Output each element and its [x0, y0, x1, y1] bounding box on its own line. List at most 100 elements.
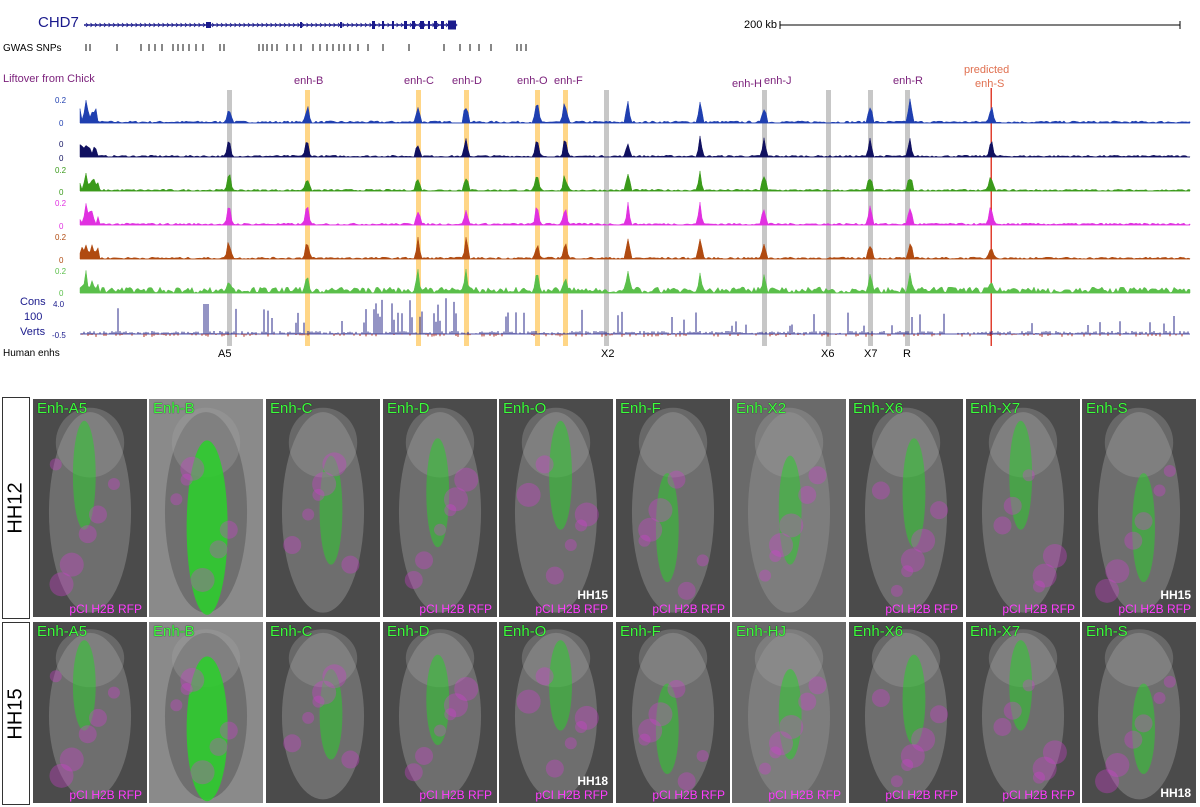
gene-arrow	[229, 22, 233, 28]
embryo-image	[514, 407, 599, 613]
rfp-label: pCI H2B RFP	[69, 788, 142, 802]
rfp-signal	[404, 763, 423, 782]
signal-track	[79, 98, 1191, 124]
rfp-signal	[49, 572, 74, 597]
human-enhs-label: Human enhs	[3, 348, 60, 359]
embryo-panel: Enh-F pCI H2B RFP	[616, 399, 730, 617]
rfp-signal	[49, 763, 74, 788]
rfp-signal	[180, 667, 205, 692]
embryo-panel: Enh-O pCI H2B RFP HH15	[499, 399, 613, 617]
gene-arrow	[342, 22, 346, 28]
rfp-signal	[564, 737, 577, 750]
track-scale-top-4: 0.2	[55, 199, 67, 208]
rfp-signal	[1003, 701, 1022, 720]
gfp-signal	[655, 473, 679, 583]
panel-label: Enh-D	[387, 623, 430, 640]
rfp-signal	[1153, 484, 1166, 497]
gfp-signal	[549, 420, 572, 530]
panel-label: Enh-O	[503, 400, 547, 417]
rfp-signal	[1134, 512, 1153, 531]
row-label-hh15: HH15	[2, 622, 30, 805]
gene-arrow	[157, 22, 161, 28]
grey-highlight-band	[604, 90, 609, 346]
enh-label-o: enh-O	[517, 75, 548, 87]
enh-label-h: enh-H	[732, 78, 762, 90]
rfp-signal	[677, 772, 696, 791]
rfp-signal	[1032, 756, 1057, 781]
embryo-panel: Enh-A5 pCI H2B RFP	[33, 399, 147, 617]
gene-exon	[412, 21, 415, 29]
rfp-signal	[930, 501, 949, 520]
gene-arrow	[166, 22, 170, 28]
track-scale-top-2: 0	[59, 140, 64, 149]
gene-arrow	[414, 22, 418, 28]
rfp-signal	[1105, 752, 1130, 777]
rfp-signal	[454, 676, 479, 701]
rfp-signal	[283, 536, 302, 555]
rfp-signal	[180, 682, 193, 695]
gwas-label: GWAS SNPs	[3, 43, 62, 54]
embryo-panel: Enh-F pCI H2B RFP	[616, 622, 730, 803]
rfp-signal	[434, 724, 446, 737]
gene-arrow	[261, 22, 265, 28]
gene-arrow	[387, 22, 391, 28]
embryo-head	[1104, 629, 1174, 688]
embryo-image	[864, 629, 949, 800]
rfp-signal	[1163, 464, 1176, 477]
panel-label: Enh-A5	[37, 400, 88, 417]
gene-arrow	[364, 22, 368, 28]
rfp-signal	[638, 534, 651, 547]
rfp-signal	[779, 513, 804, 538]
rfp-signal	[516, 482, 541, 507]
rfp-signal	[545, 566, 564, 585]
embryo-head	[288, 629, 358, 688]
track-scale-bottom-5: 0	[59, 256, 64, 265]
embryo-panel: Enh-X7 pCI H2B RFP	[966, 399, 1080, 617]
rfp-signal	[454, 467, 479, 492]
gene-arrow	[252, 22, 256, 28]
signal-track	[79, 170, 1191, 192]
rfp-signal	[88, 505, 107, 524]
rfp-label: pCI H2B RFP	[535, 602, 608, 616]
rfp-signal	[516, 689, 541, 714]
track-scale-bottom-4: 0	[59, 222, 64, 231]
gene-arrow	[193, 22, 197, 28]
human-enh-x6: X6	[821, 348, 835, 360]
embryo-image	[1095, 629, 1181, 800]
rfp-signal	[88, 708, 107, 727]
rfp-signal	[779, 714, 804, 739]
embryo-panel: Enh-A5 pCI H2B RFP	[33, 622, 147, 803]
gfp-signal	[902, 654, 926, 746]
gene-arrow	[162, 22, 166, 28]
rfp-signal	[312, 472, 337, 497]
gene-arrow	[301, 22, 305, 28]
rfp-signal	[415, 551, 434, 570]
rfp-signal	[648, 498, 673, 523]
rfp-signal	[900, 548, 925, 573]
rfp-signal	[638, 718, 663, 743]
rfp-signal	[302, 711, 315, 724]
rfp-signal	[1134, 714, 1153, 733]
rfp-signal	[107, 686, 120, 699]
rfp-signal	[769, 549, 782, 562]
rfp-signal	[871, 689, 890, 708]
rfp-signal	[404, 570, 423, 589]
rfp-signal	[1022, 469, 1035, 482]
gene-arrow	[225, 22, 229, 28]
rfp-signal	[900, 743, 925, 768]
rfp-signal	[1022, 679, 1035, 692]
rfp-signal	[638, 733, 651, 746]
gfp-signal	[655, 683, 679, 775]
grey-highlight-band	[826, 90, 831, 346]
gene-exon	[392, 21, 394, 29]
gene-arrow	[355, 22, 359, 28]
gfp-signal	[1132, 473, 1155, 583]
human-enh-x2: X2	[601, 348, 615, 360]
gene-arrow	[256, 22, 260, 28]
embryo-panel: Enh-HJ pCI H2B RFP	[732, 622, 846, 803]
gfp-signal	[1009, 640, 1033, 731]
rfp-signal	[49, 458, 62, 471]
embryo-panel: Enh-D pCI H2B RFP	[383, 399, 497, 617]
gene-exon	[428, 21, 430, 29]
rfp-signal	[575, 519, 588, 532]
